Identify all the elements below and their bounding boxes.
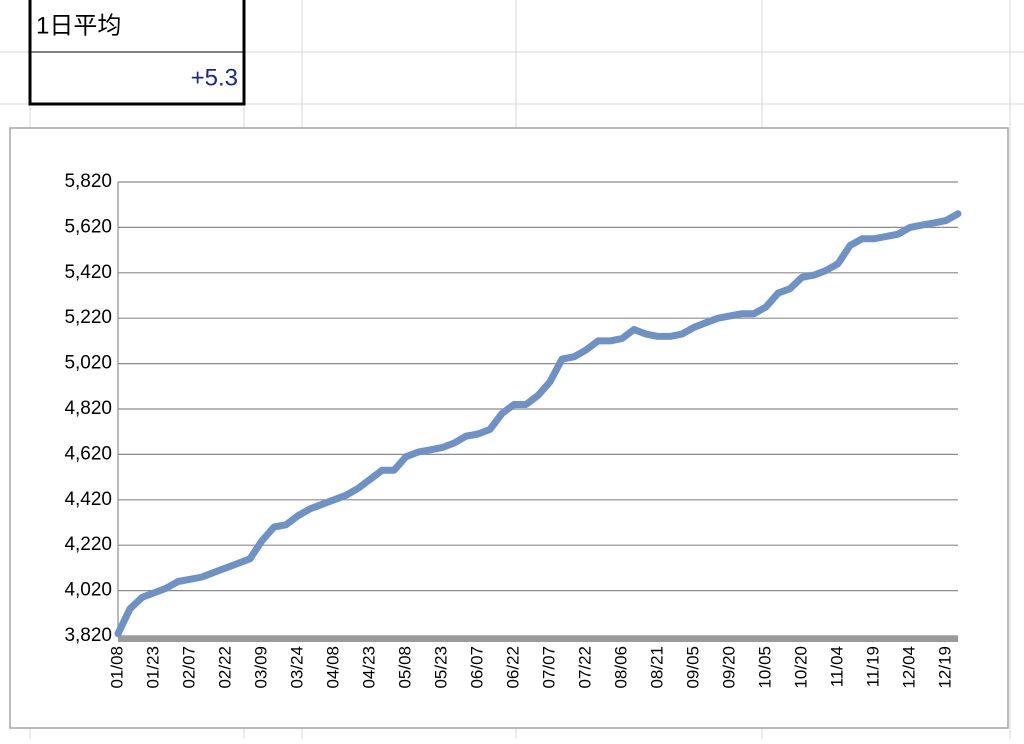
x-tick-label: 10/05 (755, 646, 774, 689)
x-tick-label: 08/21 (647, 646, 666, 689)
chart-area (9, 127, 1009, 729)
x-tick-label: 07/22 (575, 646, 594, 689)
y-tick-label: 5,020 (64, 353, 112, 374)
x-tick-label: 03/24 (287, 646, 306, 689)
y-tick-label: 4,220 (64, 534, 112, 555)
x-tick-label: 10/20 (791, 646, 810, 689)
plot: 3,820 4,020 4,220 4,420 4,620 4,820 5,020 5,220… (64, 171, 962, 689)
y-tick-label: 5,220 (64, 307, 112, 328)
x-tick-label: 12/04 (899, 646, 918, 689)
data-line (114, 210, 962, 638)
y-tick-label: 3,820 (64, 625, 112, 646)
x-tick-label: 04/08 (323, 646, 342, 689)
x-tick-label: 08/06 (611, 646, 630, 689)
x-tick-label: 01/08 (107, 646, 126, 689)
x-tick-label: 02/07 (179, 646, 198, 689)
y-tick-label: 5,820 (64, 171, 112, 192)
x-axis-band (118, 636, 958, 642)
x-tick-label: 06/22 (503, 646, 522, 689)
x-tick-label: 05/08 (395, 646, 414, 689)
x-tick-label: 11/19 (863, 646, 882, 687)
x-tick-label: 11/04 (827, 646, 846, 687)
x-tick-label: 06/07 (467, 646, 486, 689)
x-tick-label: 09/20 (719, 646, 738, 689)
x-tick-label: 09/05 (683, 646, 702, 689)
cell-value: +5.3 (191, 64, 238, 91)
y-tick-label: 4,620 (64, 443, 112, 464)
y-tick-label: 5,420 (64, 262, 112, 283)
y-tick-label: 4,420 (64, 489, 112, 510)
x-tick-label: 03/09 (251, 646, 270, 689)
x-tick-label: 02/22 (215, 646, 234, 689)
x-tick-label: 07/07 (539, 646, 558, 689)
y-tick-label: 4,020 (64, 580, 112, 601)
cell-label: 1日平均 (36, 12, 121, 39)
y-tick-label: 4,820 (64, 398, 112, 419)
x-tick-label: 01/23 (143, 646, 162, 689)
x-tick-label: 05/23 (431, 646, 450, 689)
x-tick-label: 12/19 (935, 646, 954, 689)
x-tick-label: 04/23 (359, 646, 378, 689)
y-tick-label: 5,620 (64, 216, 112, 237)
